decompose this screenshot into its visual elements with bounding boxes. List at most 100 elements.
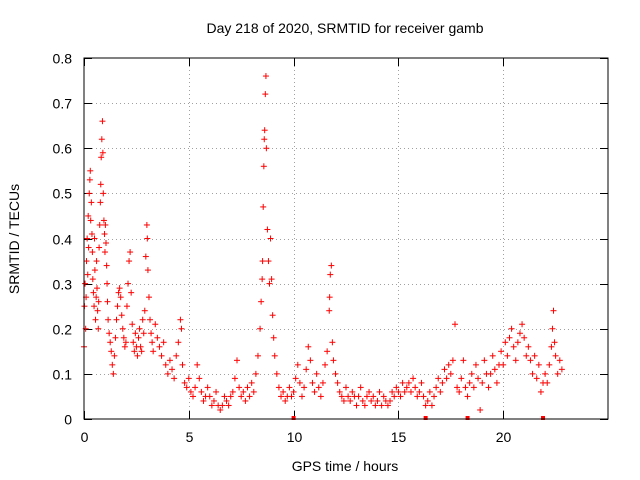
data-point [95,325,102,332]
data-point [456,388,463,395]
data-point [217,406,224,413]
data-point [258,298,265,305]
data-point [357,384,364,391]
data-point [111,352,118,359]
data-point [88,230,95,237]
data-point [489,352,496,359]
data-point [127,249,134,256]
data-point [472,361,479,368]
data-point [268,276,275,283]
data-point [109,361,116,368]
data-point [525,343,532,350]
data-point [292,375,299,382]
data-point [248,379,255,386]
data-point [319,379,326,386]
data-point [445,361,452,368]
data-point [101,249,108,256]
data-point [142,253,149,260]
data-point [261,127,268,134]
data-point [345,393,352,400]
data-point [263,145,270,152]
x-tick-label: 15 [391,429,407,445]
data-point [116,285,123,292]
x-tick-label: 0 [81,429,89,445]
data-point [407,388,414,395]
data-point [544,379,551,386]
data-point [548,343,555,350]
data-point [225,402,232,409]
data-point [519,321,526,328]
data-point [510,343,517,350]
data-point [397,393,404,400]
data-point [93,258,100,265]
y-axis-label: SRMTID / TECUs [6,184,22,294]
data-point [275,384,282,391]
data-point [498,348,505,355]
data-point [152,321,159,328]
data-point [110,370,117,377]
data-point [177,316,184,323]
data-point [303,366,310,373]
data-point [115,289,122,296]
data-point [227,393,234,400]
data-point [267,235,274,242]
data-point [542,370,549,377]
data-point [336,388,343,395]
data-point [97,181,104,188]
data-point [324,348,331,355]
data-point [175,339,182,346]
data-point [296,379,303,386]
data-point [389,388,396,395]
data-point [481,357,488,364]
x-tick-label: 5 [186,429,194,445]
data-point [554,370,561,377]
data-point [462,384,469,391]
data-point [466,379,473,386]
data-point [403,384,410,391]
data-point [322,361,329,368]
data-point [326,294,333,301]
data-point [309,379,316,386]
data-point [240,388,247,395]
data-point [121,343,128,350]
y-tick-label: 0.3 [53,277,73,293]
data-point [514,339,521,346]
data-point [433,384,440,391]
data-point [89,276,96,283]
data-point [82,280,89,287]
data-point [244,384,251,391]
data-point [315,384,322,391]
data-point [311,388,318,395]
data-point [156,343,163,350]
data-point [523,352,530,359]
data-point [521,334,528,341]
data-point [113,316,120,323]
y-tick-label: 0.6 [53,141,73,157]
data-point [556,357,563,364]
zero-marker [541,416,546,420]
data-point [206,393,213,400]
data-point [85,212,92,219]
data-point [154,334,161,341]
data-point [87,217,94,224]
data-point [117,294,124,301]
data-point [242,397,249,404]
data-point [98,154,105,161]
data-point [424,397,431,404]
data-point [355,393,362,400]
data-point [399,379,406,386]
data-point [135,334,142,341]
data-point [221,393,228,400]
data-point [97,199,104,206]
data-point [138,348,145,355]
y-tick-label: 0.8 [53,51,73,67]
y-tick-label: 0.5 [53,186,73,202]
data-point [238,393,245,400]
data-point [475,375,482,382]
zero-marker [465,416,470,420]
data-point [93,285,100,292]
data-point [418,379,425,386]
data-point [94,307,101,314]
data-point [210,397,217,404]
y-tick-label: 0.2 [53,322,73,338]
